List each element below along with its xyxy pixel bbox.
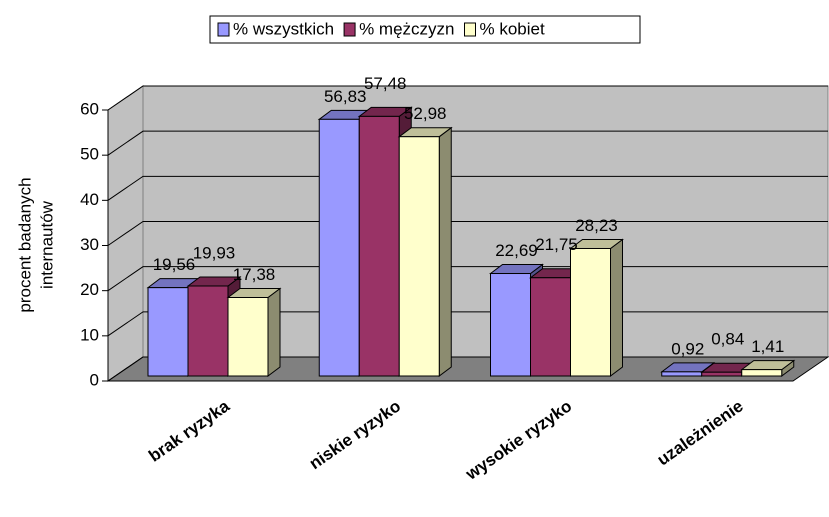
x-tick-label: uzależnienie [654,396,747,469]
legend-label: % kobiet [480,19,545,38]
y-tick-label: 60 [80,99,99,118]
value-label: 1,41 [751,337,784,356]
grid-line [107,175,828,201]
grid-line [107,221,828,246]
value-label: 0,84 [711,330,744,349]
y-tick-label: 20 [80,280,99,299]
x-tick-label: niskie ryzyko [306,396,404,473]
legend-swatch [464,22,476,37]
y-tick-label: 50 [80,145,99,164]
bar-side [438,126,452,377]
bar [570,247,611,377]
bar [530,277,571,377]
bar-side [267,287,281,377]
y-tick-label: 0 [90,370,99,389]
value-label: 57,48 [364,74,407,93]
bar [318,118,360,377]
grid-line [107,130,828,156]
bar [490,273,531,377]
bar [227,297,269,377]
bar [741,369,783,377]
y-axis-label: internautów [37,200,56,289]
bar [701,371,743,377]
value-label: 21,75 [535,235,578,254]
grid-line [107,85,828,111]
value-label: 0,92 [671,339,704,358]
legend-swatch [217,22,230,37]
x-tick-label: brak ryzyka [145,396,233,466]
y-tick-label: 30 [80,235,99,254]
value-label: 17,38 [233,265,276,284]
value-label: 52,98 [404,104,447,123]
y-axis-label: procent badanych [15,177,34,312]
value-label: 19,56 [153,255,196,274]
bar [147,287,189,377]
bar [661,371,703,377]
value-label: 22,69 [495,241,538,260]
legend-swatch [343,22,356,37]
legend-box [209,15,641,44]
value-label: 56,83 [324,87,367,106]
x-tick-label: wysokie ryzyko [461,396,575,484]
legend-label: % wszystkich [233,19,334,38]
bar [358,115,400,377]
y-tick-label: 10 [80,325,99,344]
value-label: 19,93 [193,243,236,262]
value-label: 28,23 [575,216,618,235]
bar [398,136,440,377]
bar-side [610,238,623,377]
legend-label: % mężczyzn [359,19,454,38]
y-tick-label: 40 [80,190,99,209]
bar [187,285,229,377]
